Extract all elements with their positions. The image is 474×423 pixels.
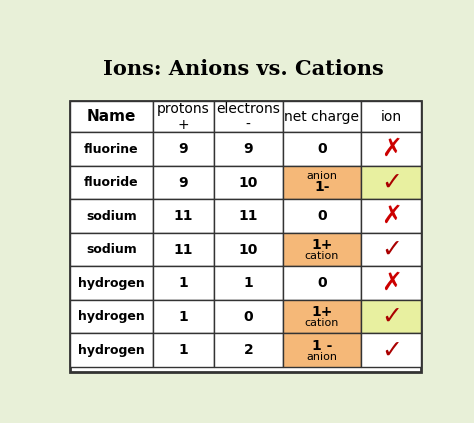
Bar bbox=[70, 333, 153, 367]
Text: 1 -: 1 - bbox=[312, 339, 332, 353]
Bar bbox=[153, 300, 214, 333]
Text: hydrogen: hydrogen bbox=[78, 344, 145, 357]
Text: 11: 11 bbox=[173, 209, 193, 223]
Bar bbox=[362, 101, 421, 132]
Text: 9: 9 bbox=[244, 142, 253, 156]
Bar bbox=[70, 233, 153, 266]
Text: 0: 0 bbox=[317, 209, 327, 223]
Bar bbox=[283, 300, 362, 333]
Text: ✗: ✗ bbox=[381, 271, 402, 295]
Text: 11: 11 bbox=[238, 209, 258, 223]
Bar bbox=[153, 266, 214, 300]
Bar bbox=[153, 101, 214, 132]
Bar bbox=[283, 333, 362, 367]
Bar bbox=[283, 132, 362, 166]
Bar bbox=[70, 266, 153, 300]
Text: net charge: net charge bbox=[284, 110, 359, 124]
Text: hydrogen: hydrogen bbox=[78, 310, 145, 323]
Text: ✓: ✓ bbox=[381, 238, 402, 262]
Text: cation: cation bbox=[305, 318, 339, 328]
Bar bbox=[70, 300, 153, 333]
Bar bbox=[214, 101, 283, 132]
Bar bbox=[214, 300, 283, 333]
Text: ✓: ✓ bbox=[381, 305, 402, 329]
Bar bbox=[70, 199, 153, 233]
Text: 11: 11 bbox=[173, 243, 193, 257]
Bar bbox=[153, 233, 214, 266]
Text: 1+: 1+ bbox=[311, 238, 333, 252]
Bar bbox=[362, 199, 421, 233]
Text: 1: 1 bbox=[244, 276, 253, 290]
Text: 0: 0 bbox=[317, 276, 327, 290]
Text: ✓: ✓ bbox=[381, 338, 402, 362]
Bar bbox=[214, 199, 283, 233]
Bar bbox=[214, 333, 283, 367]
Text: 1+: 1+ bbox=[311, 305, 333, 319]
Bar bbox=[153, 132, 214, 166]
Text: sodium: sodium bbox=[86, 243, 137, 256]
Bar bbox=[283, 166, 362, 199]
Text: 0: 0 bbox=[244, 310, 253, 324]
Bar bbox=[214, 132, 283, 166]
Bar bbox=[70, 101, 421, 371]
Bar bbox=[214, 266, 283, 300]
Bar bbox=[362, 300, 421, 333]
Bar bbox=[283, 199, 362, 233]
Bar bbox=[153, 199, 214, 233]
Text: Ions: Anions vs. Cations: Ions: Anions vs. Cations bbox=[102, 59, 383, 79]
Text: 1-: 1- bbox=[314, 180, 330, 194]
Text: ✗: ✗ bbox=[381, 137, 402, 161]
Bar bbox=[283, 233, 362, 266]
Text: Name: Name bbox=[87, 109, 136, 124]
Text: 0: 0 bbox=[317, 142, 327, 156]
Text: cation: cation bbox=[305, 251, 339, 261]
Bar bbox=[362, 166, 421, 199]
Bar bbox=[362, 333, 421, 367]
Bar bbox=[214, 166, 283, 199]
Text: 9: 9 bbox=[179, 142, 188, 156]
Bar bbox=[70, 132, 153, 166]
Text: 1: 1 bbox=[179, 276, 188, 290]
Text: 1: 1 bbox=[179, 343, 188, 357]
Bar bbox=[362, 233, 421, 266]
Text: electrons
-: electrons - bbox=[216, 102, 280, 132]
Bar bbox=[70, 101, 153, 132]
Bar bbox=[70, 166, 153, 199]
Text: ✓: ✓ bbox=[381, 170, 402, 195]
Bar bbox=[362, 132, 421, 166]
Text: 10: 10 bbox=[238, 243, 258, 257]
Text: ion: ion bbox=[381, 110, 402, 124]
Text: fluoride: fluoride bbox=[84, 176, 139, 189]
Text: fluorine: fluorine bbox=[84, 143, 139, 156]
Text: anion: anion bbox=[307, 352, 337, 362]
Bar bbox=[214, 233, 283, 266]
Text: 10: 10 bbox=[238, 176, 258, 190]
Text: protons
+: protons + bbox=[157, 102, 210, 132]
Bar bbox=[153, 166, 214, 199]
Text: 9: 9 bbox=[179, 176, 188, 190]
Bar bbox=[283, 101, 362, 132]
Bar bbox=[153, 333, 214, 367]
Text: 1: 1 bbox=[179, 310, 188, 324]
Text: ✗: ✗ bbox=[381, 204, 402, 228]
Bar bbox=[283, 266, 362, 300]
Text: sodium: sodium bbox=[86, 210, 137, 222]
Text: anion: anion bbox=[307, 171, 337, 181]
Text: hydrogen: hydrogen bbox=[78, 277, 145, 290]
Text: 2: 2 bbox=[244, 343, 253, 357]
Bar bbox=[362, 266, 421, 300]
